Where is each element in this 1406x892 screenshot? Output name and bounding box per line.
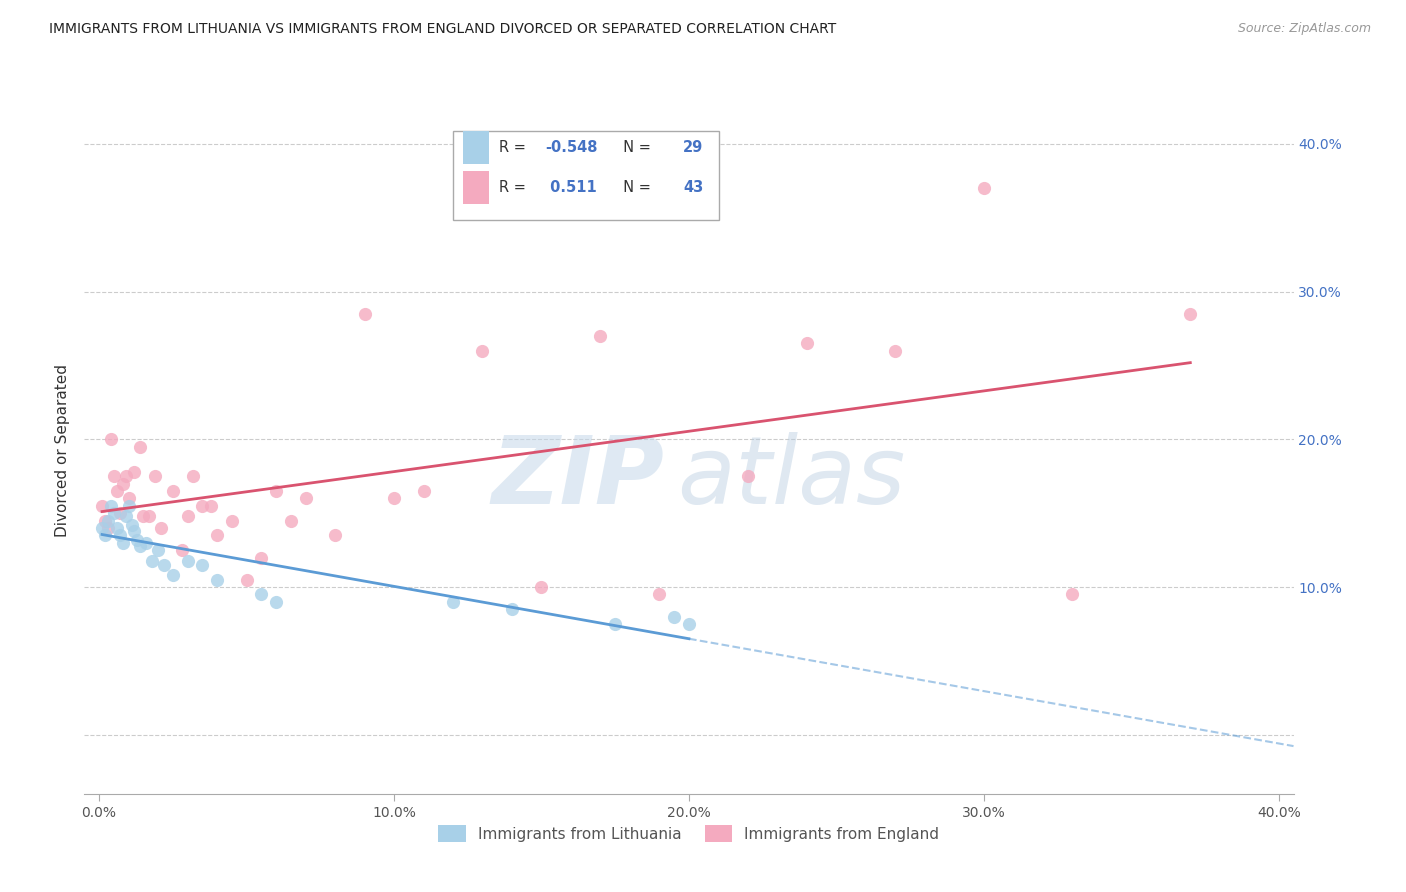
Point bbox=[111, 476, 134, 491]
Point bbox=[737, 469, 759, 483]
Point bbox=[105, 484, 128, 499]
Text: 29: 29 bbox=[683, 140, 703, 155]
Text: -0.548: -0.548 bbox=[546, 140, 598, 155]
Point bbox=[884, 343, 907, 358]
Point bbox=[796, 336, 818, 351]
Point bbox=[200, 499, 222, 513]
Point bbox=[280, 514, 302, 528]
Point bbox=[589, 329, 612, 343]
Point bbox=[114, 509, 136, 524]
Point bbox=[129, 440, 152, 454]
Text: 43: 43 bbox=[683, 180, 703, 195]
Point bbox=[162, 568, 184, 582]
Point bbox=[108, 528, 131, 542]
Text: R =: R = bbox=[499, 180, 530, 195]
Point bbox=[530, 580, 553, 594]
Point bbox=[132, 509, 155, 524]
Point bbox=[191, 499, 214, 513]
Point bbox=[412, 484, 434, 499]
Point bbox=[471, 343, 494, 358]
Point bbox=[264, 595, 287, 609]
Point bbox=[124, 524, 146, 538]
Text: Source: ZipAtlas.com: Source: ZipAtlas.com bbox=[1237, 22, 1371, 36]
Point bbox=[100, 433, 122, 447]
Point bbox=[1062, 587, 1084, 601]
Text: 0.511: 0.511 bbox=[546, 180, 596, 195]
Point bbox=[176, 553, 198, 567]
Point bbox=[103, 506, 125, 520]
Text: ZIP: ZIP bbox=[492, 432, 665, 524]
Point bbox=[138, 509, 160, 524]
Point bbox=[605, 617, 627, 632]
Point bbox=[94, 528, 117, 542]
Point bbox=[100, 499, 122, 513]
Text: R =: R = bbox=[499, 140, 530, 155]
Point bbox=[108, 506, 131, 520]
Legend: Immigrants from Lithuania, Immigrants from England: Immigrants from Lithuania, Immigrants fr… bbox=[432, 819, 946, 848]
Point bbox=[135, 535, 157, 549]
Point bbox=[176, 509, 198, 524]
Y-axis label: Divorced or Separated: Divorced or Separated bbox=[55, 364, 70, 537]
FancyBboxPatch shape bbox=[463, 171, 489, 204]
Point bbox=[91, 499, 114, 513]
Point bbox=[153, 558, 176, 572]
Point bbox=[191, 558, 214, 572]
Point bbox=[97, 514, 120, 528]
Point bbox=[235, 573, 257, 587]
Point bbox=[973, 181, 995, 195]
Point bbox=[94, 514, 117, 528]
Text: IMMIGRANTS FROM LITHUANIA VS IMMIGRANTS FROM ENGLAND DIVORCED OR SEPARATED CORRE: IMMIGRANTS FROM LITHUANIA VS IMMIGRANTS … bbox=[49, 22, 837, 37]
Point bbox=[91, 521, 114, 535]
Point bbox=[501, 602, 523, 616]
Point bbox=[97, 521, 120, 535]
Text: N =: N = bbox=[614, 140, 655, 155]
Point bbox=[1180, 307, 1202, 321]
Point bbox=[264, 484, 287, 499]
Point bbox=[103, 469, 125, 483]
Point bbox=[323, 528, 346, 542]
Point bbox=[111, 535, 134, 549]
Point bbox=[114, 469, 136, 483]
Point bbox=[353, 307, 375, 321]
Point bbox=[141, 553, 163, 567]
Point bbox=[162, 484, 184, 499]
Point bbox=[250, 550, 273, 565]
Point bbox=[121, 518, 143, 533]
Text: N =: N = bbox=[614, 180, 655, 195]
Point bbox=[150, 521, 173, 535]
Point bbox=[205, 573, 228, 587]
Point bbox=[441, 595, 464, 609]
Point bbox=[183, 469, 205, 483]
Point bbox=[117, 491, 139, 506]
Point bbox=[105, 521, 128, 535]
Point bbox=[117, 499, 139, 513]
Point bbox=[146, 543, 169, 558]
Point bbox=[127, 533, 149, 547]
Point bbox=[664, 609, 686, 624]
Point bbox=[294, 491, 316, 506]
Point bbox=[205, 528, 228, 542]
Point bbox=[382, 491, 405, 506]
FancyBboxPatch shape bbox=[463, 131, 489, 164]
Point bbox=[143, 469, 166, 483]
Point bbox=[129, 539, 152, 553]
Point bbox=[170, 543, 193, 558]
Point bbox=[250, 587, 273, 601]
Text: atlas: atlas bbox=[676, 433, 905, 524]
Point bbox=[648, 587, 671, 601]
Point bbox=[221, 514, 243, 528]
Point bbox=[124, 465, 146, 479]
Point bbox=[678, 617, 700, 632]
FancyBboxPatch shape bbox=[453, 131, 720, 220]
